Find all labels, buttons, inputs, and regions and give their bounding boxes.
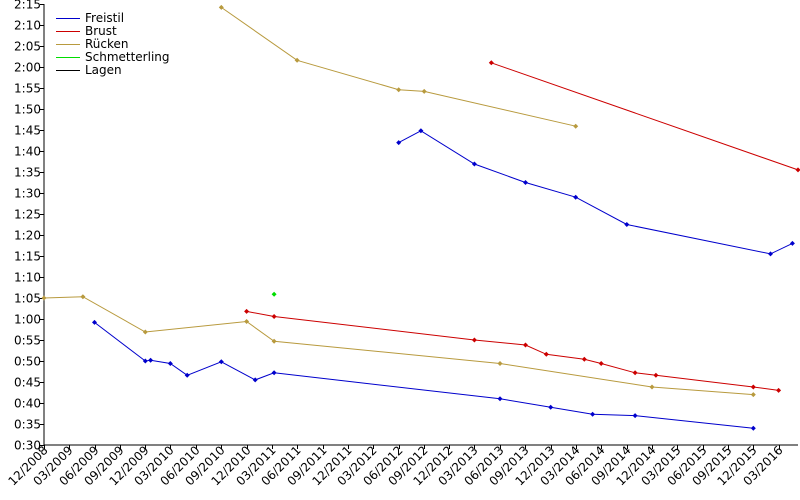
data-point-brust <box>750 384 756 390</box>
series-layer <box>41 4 800 431</box>
data-point-freistil <box>632 413 638 419</box>
y-tick-label: 1:15 <box>14 250 41 264</box>
data-point-schmetterling <box>271 291 277 297</box>
legend-item-lagen: Lagen <box>56 63 122 77</box>
legend-label-brust: Brust <box>85 24 117 38</box>
data-point-r-cken <box>244 319 250 324</box>
y-tick-label: 0:50 <box>14 355 41 369</box>
y-tick-label: 1:25 <box>14 208 41 222</box>
data-point-r-cken <box>750 392 756 398</box>
data-point-freistil <box>789 240 795 246</box>
data-point-freistil <box>92 319 97 325</box>
legend-label-schmetterling: Schmetterling <box>85 50 170 64</box>
data-point-r-cken <box>573 123 579 129</box>
y-tick-label: 1:45 <box>14 124 41 138</box>
data-point-r-cken <box>218 4 224 10</box>
y-tick-label: 2:15 <box>14 0 41 12</box>
legend-item-schmetterling: Schmetterling <box>56 50 170 64</box>
data-point-r-cken <box>396 87 402 93</box>
data-point-r-cken <box>80 294 86 300</box>
y-tick-label: 0:30 <box>14 439 41 453</box>
data-point-freistil <box>497 396 503 402</box>
data-point-brust <box>776 387 782 393</box>
data-point-freistil <box>768 251 773 257</box>
data-point-r-cken <box>271 338 277 344</box>
data-point-freistil <box>148 357 154 363</box>
data-point-freistil <box>548 404 554 410</box>
legend-item-freistil: Freistil <box>56 11 124 25</box>
series-brust <box>244 60 800 393</box>
y-tick-label: 1:55 <box>14 82 41 96</box>
series-line-r-cken <box>43 296 754 396</box>
data-point-freistil <box>167 361 173 366</box>
data-point-r-cken <box>421 88 427 94</box>
x-axis-ticks: 12/200803/200906/200909/200912/200903/20… <box>5 443 785 488</box>
data-point-freistil <box>523 180 528 185</box>
series-schmetterling <box>271 291 277 297</box>
legend-label-r-cken: Rücken <box>85 37 129 51</box>
data-point-freistil <box>418 128 424 134</box>
data-point-brust <box>471 337 477 343</box>
legend-label-lagen: Lagen <box>85 63 122 77</box>
data-point-freistil <box>252 377 258 383</box>
legend-item-r-cken: Rücken <box>56 37 129 51</box>
y-tick-label: 2:05 <box>14 40 41 54</box>
series-line-r-cken <box>221 6 576 127</box>
y-tick-label: 1:50 <box>14 103 41 117</box>
y-axis-ticks: 0:30 0:35 0:40 0:45 0:50 0:55 1:00 1:05 1:10 1:15… <box>14 0 44 453</box>
y-tick-label: 0:40 <box>14 397 41 411</box>
data-point-brust <box>795 167 800 173</box>
y-tick-label: 1:05 <box>14 292 41 306</box>
data-point-freistil <box>590 411 596 417</box>
data-point-r-cken <box>142 329 148 335</box>
y-tick-label: 0:55 <box>14 334 41 348</box>
data-point-freistil <box>624 222 630 227</box>
y-tick-label: 1:20 <box>14 229 41 243</box>
data-point-r-cken <box>497 361 503 366</box>
y-tick-label: 1:40 <box>14 145 41 159</box>
data-point-freistil <box>218 359 224 365</box>
y-tick-label: 1:35 <box>14 166 41 180</box>
legend-item-brust: Brust <box>56 24 117 38</box>
data-point-r-cken <box>294 57 300 63</box>
y-tick-label: 1:00 <box>14 313 41 327</box>
data-point-freistil <box>573 194 579 200</box>
series-freistil <box>92 128 795 431</box>
y-tick-label: 1:30 <box>14 187 41 201</box>
y-tick-label: 2:10 <box>14 19 41 33</box>
y-tick-label: 1:10 <box>14 271 41 285</box>
data-point-brust <box>581 356 587 362</box>
data-point-freistil <box>271 370 277 376</box>
legend-label-freistil: Freistil <box>85 11 124 25</box>
data-point-freistil <box>142 358 148 364</box>
data-point-brust <box>632 370 638 376</box>
data-point-brust <box>543 351 549 357</box>
data-point-freistil <box>396 140 402 146</box>
y-tick-label: 0:45 <box>14 376 41 390</box>
data-point-brust <box>271 314 277 319</box>
data-point-r-cken <box>649 384 655 390</box>
y-tick-label: 2:00 <box>14 61 41 75</box>
data-point-brust <box>244 308 250 314</box>
data-point-brust <box>488 60 494 66</box>
series-r-cken <box>41 4 756 398</box>
series-line-freistil <box>398 130 793 255</box>
data-point-freistil <box>184 372 190 378</box>
data-point-freistil <box>750 425 756 431</box>
data-point-brust <box>598 361 604 366</box>
data-point-brust <box>653 372 659 378</box>
data-point-freistil <box>471 161 477 167</box>
data-point-brust <box>523 342 528 348</box>
data-point-r-cken <box>41 295 47 301</box>
y-tick-label: 0:35 <box>14 418 41 432</box>
series-line-brust <box>491 62 799 171</box>
